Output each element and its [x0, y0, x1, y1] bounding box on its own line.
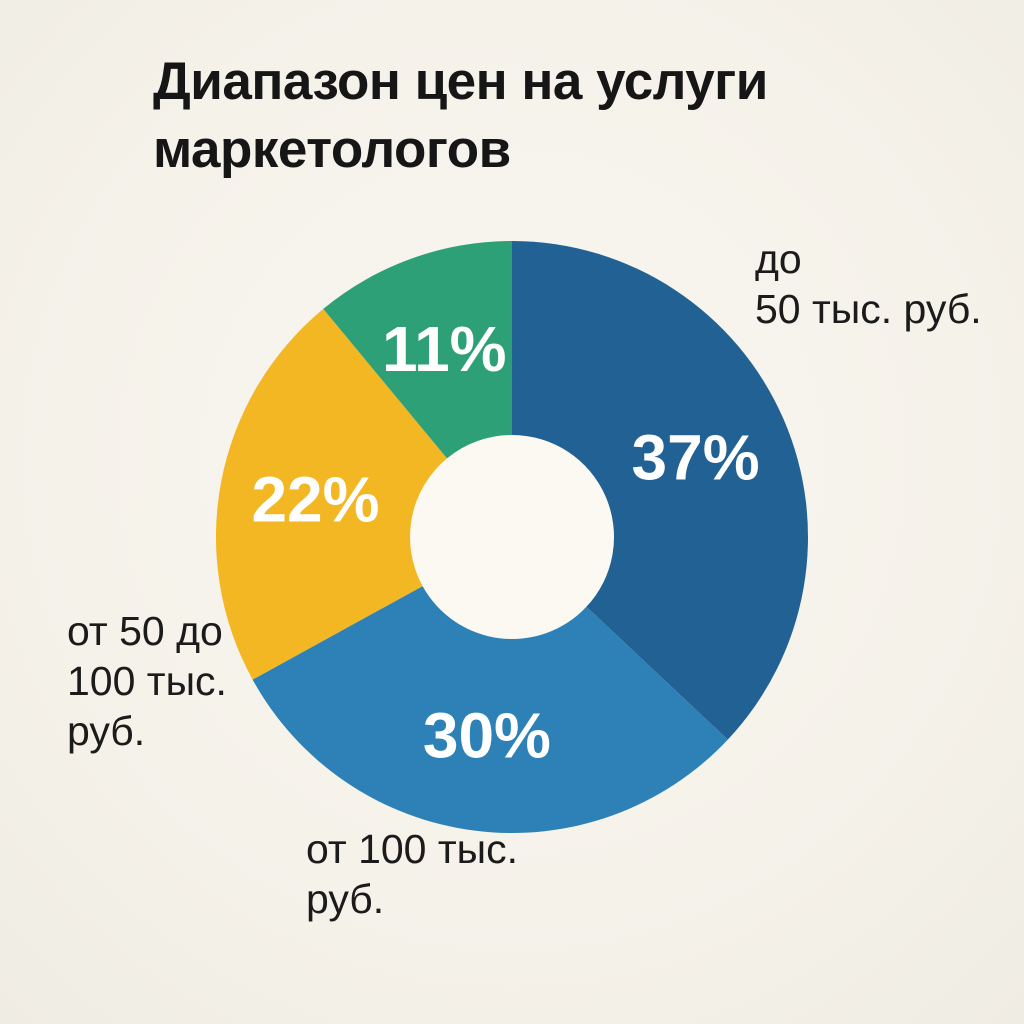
slice-percent-label-30%: 30%	[423, 699, 551, 771]
donut-slices	[215, 240, 809, 834]
callout-ot-50-do-100-tys: от 50 до 100 тыс. руб.	[67, 608, 227, 754]
slice-percent-label-37%: 37%	[632, 422, 760, 494]
donut-percent-labels: 37% 30% 22% 11%	[251, 313, 759, 772]
pie-slice-11%	[323, 240, 512, 459]
slice-percent-label-22%: 22%	[251, 464, 379, 536]
donut-hole	[410, 435, 614, 639]
chart-title: Диапазон цен на услуги маркетологов	[153, 52, 768, 179]
pie-slice-30%	[252, 586, 728, 834]
callout-ot-100-tys: от 100 тыс. руб.	[306, 826, 519, 922]
slice-percent-label-11%: 11%	[382, 313, 507, 385]
pie-slice-22%	[215, 308, 447, 680]
callout-do-50-tys: до 50 тыс. руб.	[755, 236, 982, 332]
pie-slice-37%	[512, 241, 809, 740]
